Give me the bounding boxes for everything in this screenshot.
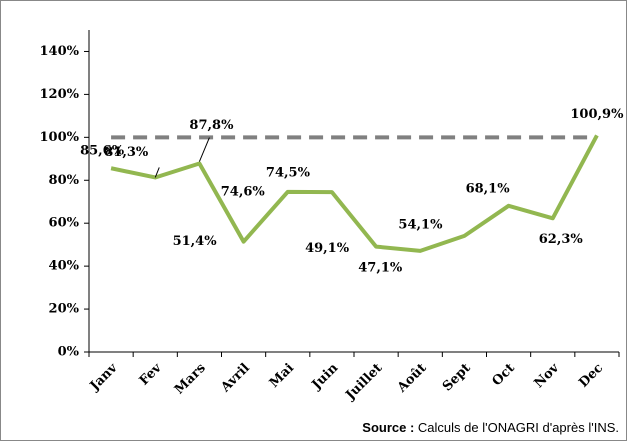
data-label: 62,3%	[539, 232, 584, 247]
leader-line	[154, 167, 160, 178]
y-tick-label: 40%	[49, 259, 80, 274]
data-label: 100,9%	[570, 107, 624, 122]
y-tick-label: 0%	[58, 345, 80, 360]
leader-line	[198, 137, 210, 162]
data-label: 85,6%	[80, 144, 125, 159]
data-label: 51,4%	[173, 234, 218, 249]
source: Source : Calculs de l'ONAGRI d'après l'I…	[362, 420, 619, 435]
data-label: 54,1%	[398, 217, 443, 232]
data-label: 74,6%	[221, 184, 266, 199]
source-label: Source :	[362, 420, 414, 435]
data-label: 81,3%	[104, 145, 149, 160]
y-tick-label: 80%	[49, 173, 80, 188]
y-tick-label: 100%	[40, 130, 80, 145]
data-label: 47,1%	[358, 260, 403, 275]
y-tick-label: 60%	[49, 216, 80, 231]
data-label: 74,5%	[266, 166, 311, 181]
data-label: 68,1%	[466, 181, 511, 196]
source-text: Calculs de l'ONAGRI d'après l'INS.	[418, 420, 619, 435]
y-tick-label: 140%	[40, 44, 80, 59]
series-line	[110, 134, 599, 253]
y-tick-label: 20%	[49, 302, 80, 317]
data-label: 49,1%	[305, 241, 350, 256]
data-label: 87,8%	[189, 118, 234, 133]
y-tick-label: 120%	[40, 87, 80, 102]
